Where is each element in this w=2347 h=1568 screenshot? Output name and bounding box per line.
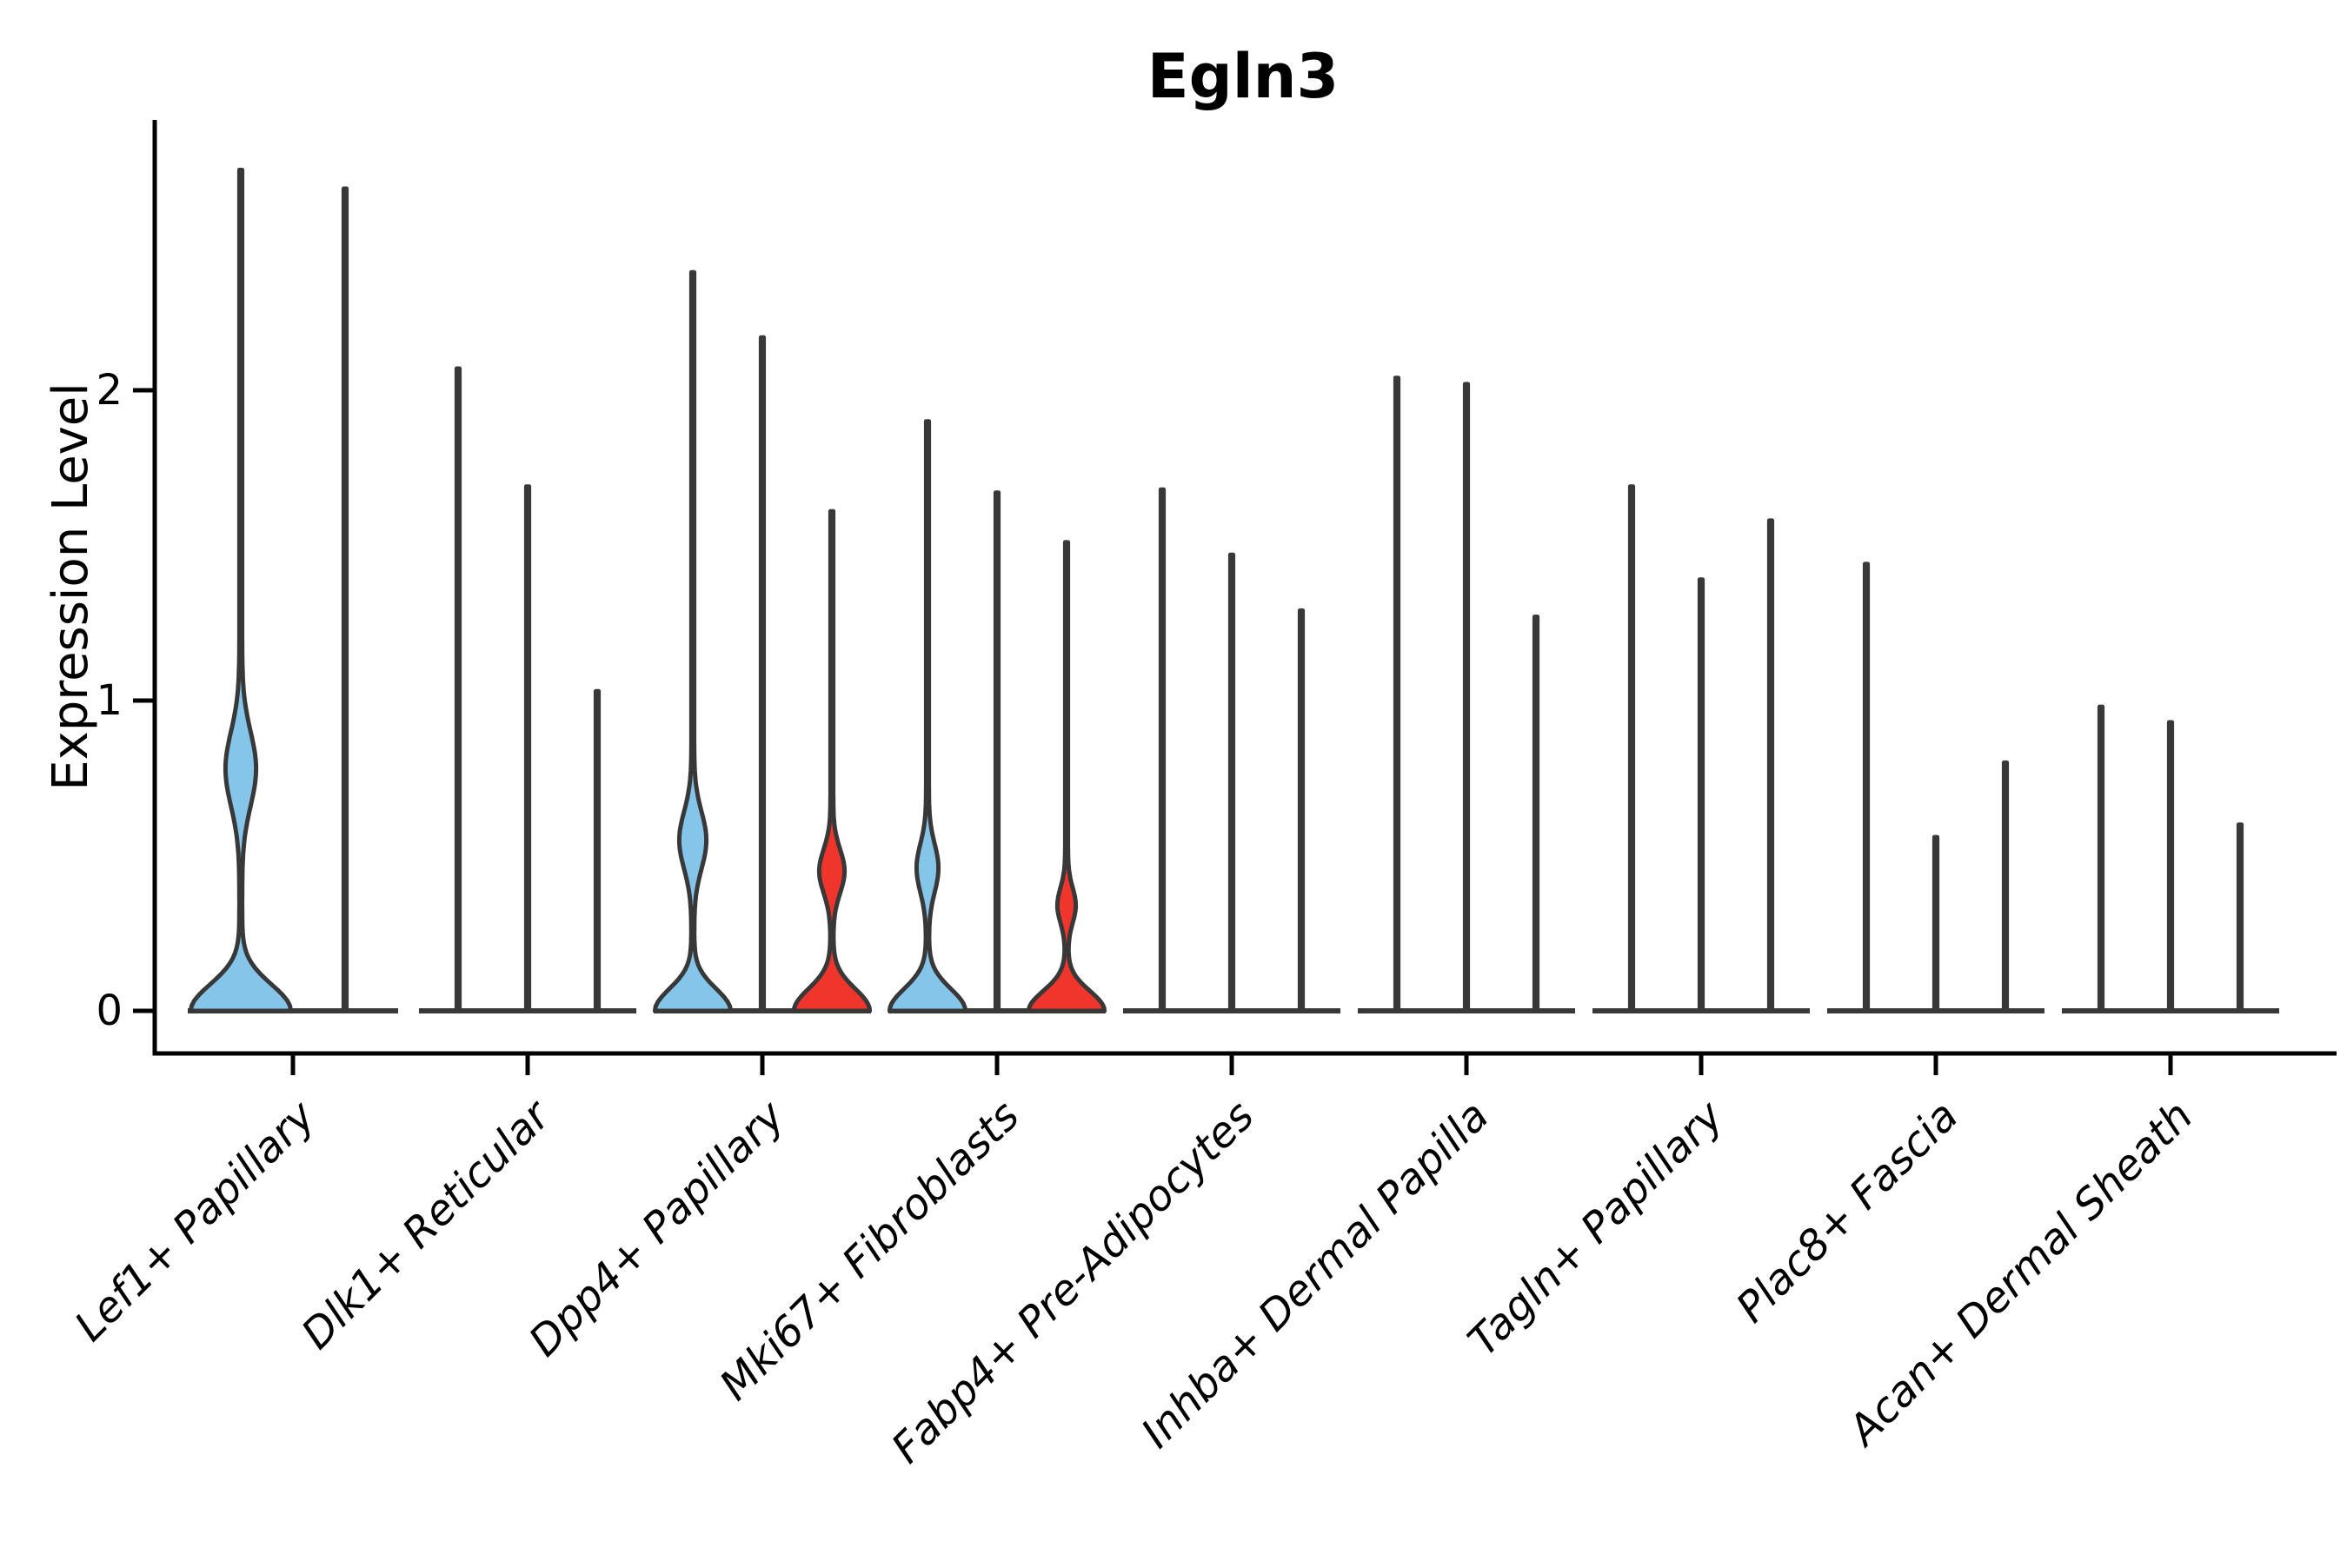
violin-g3-s1 <box>652 269 734 1013</box>
y-tick-label-1: 1 <box>96 676 123 725</box>
y-tick-label-0: 0 <box>96 987 123 1035</box>
violin-g5-s2 <box>1227 552 1236 1013</box>
violin-g1-s1 <box>188 168 294 1013</box>
violin-g6-s1 <box>1393 375 1401 1013</box>
violin-g8-s1 <box>1862 561 1871 1013</box>
violin-g4-s3 <box>1026 540 1107 1013</box>
y-tick-label-2: 2 <box>96 366 123 415</box>
violin-g8-s3 <box>2001 760 2010 1013</box>
x-tick-label-2: Dlk1+ Reticular <box>292 1090 562 1359</box>
x-tick-label-8: Plac8+ Fascia <box>1727 1092 1968 1332</box>
violin-g9-s2 <box>2166 720 2175 1013</box>
violin-g6-s3 <box>1532 615 1540 1013</box>
violin-g4-s1 <box>887 419 968 1013</box>
violin-g3-s2 <box>758 335 767 1013</box>
violin-g9-s1 <box>2097 704 2105 1013</box>
violin-g1-s2 <box>341 186 349 1013</box>
x-tick-label-3: Dpp4+ Papillary <box>520 1091 795 1365</box>
violin-g4-s2 <box>993 490 1001 1013</box>
violin-g5-s1 <box>1158 487 1167 1013</box>
chart-title: Egln3 <box>1147 41 1339 112</box>
violin-g7-s1 <box>1627 484 1636 1013</box>
violin-g3-s3 <box>791 508 873 1013</box>
violin-g8-s2 <box>1931 834 1940 1013</box>
violin-g2-s1 <box>454 366 462 1013</box>
violin-g7-s3 <box>1766 518 1775 1013</box>
x-tick-label-1: Lef1+ Papillary <box>65 1091 325 1351</box>
violin-g2-s2 <box>523 484 532 1013</box>
violin-g6-s2 <box>1462 382 1471 1013</box>
violin-g9-s3 <box>2236 822 2244 1013</box>
violin-g2-s3 <box>593 688 602 1013</box>
x-tick-label-7: Tagln+ Papillary <box>1459 1091 1733 1365</box>
violin-g7-s2 <box>1697 577 1705 1013</box>
y-axis-label: Expression Level <box>43 382 99 791</box>
violin-g5-s3 <box>1297 608 1306 1013</box>
